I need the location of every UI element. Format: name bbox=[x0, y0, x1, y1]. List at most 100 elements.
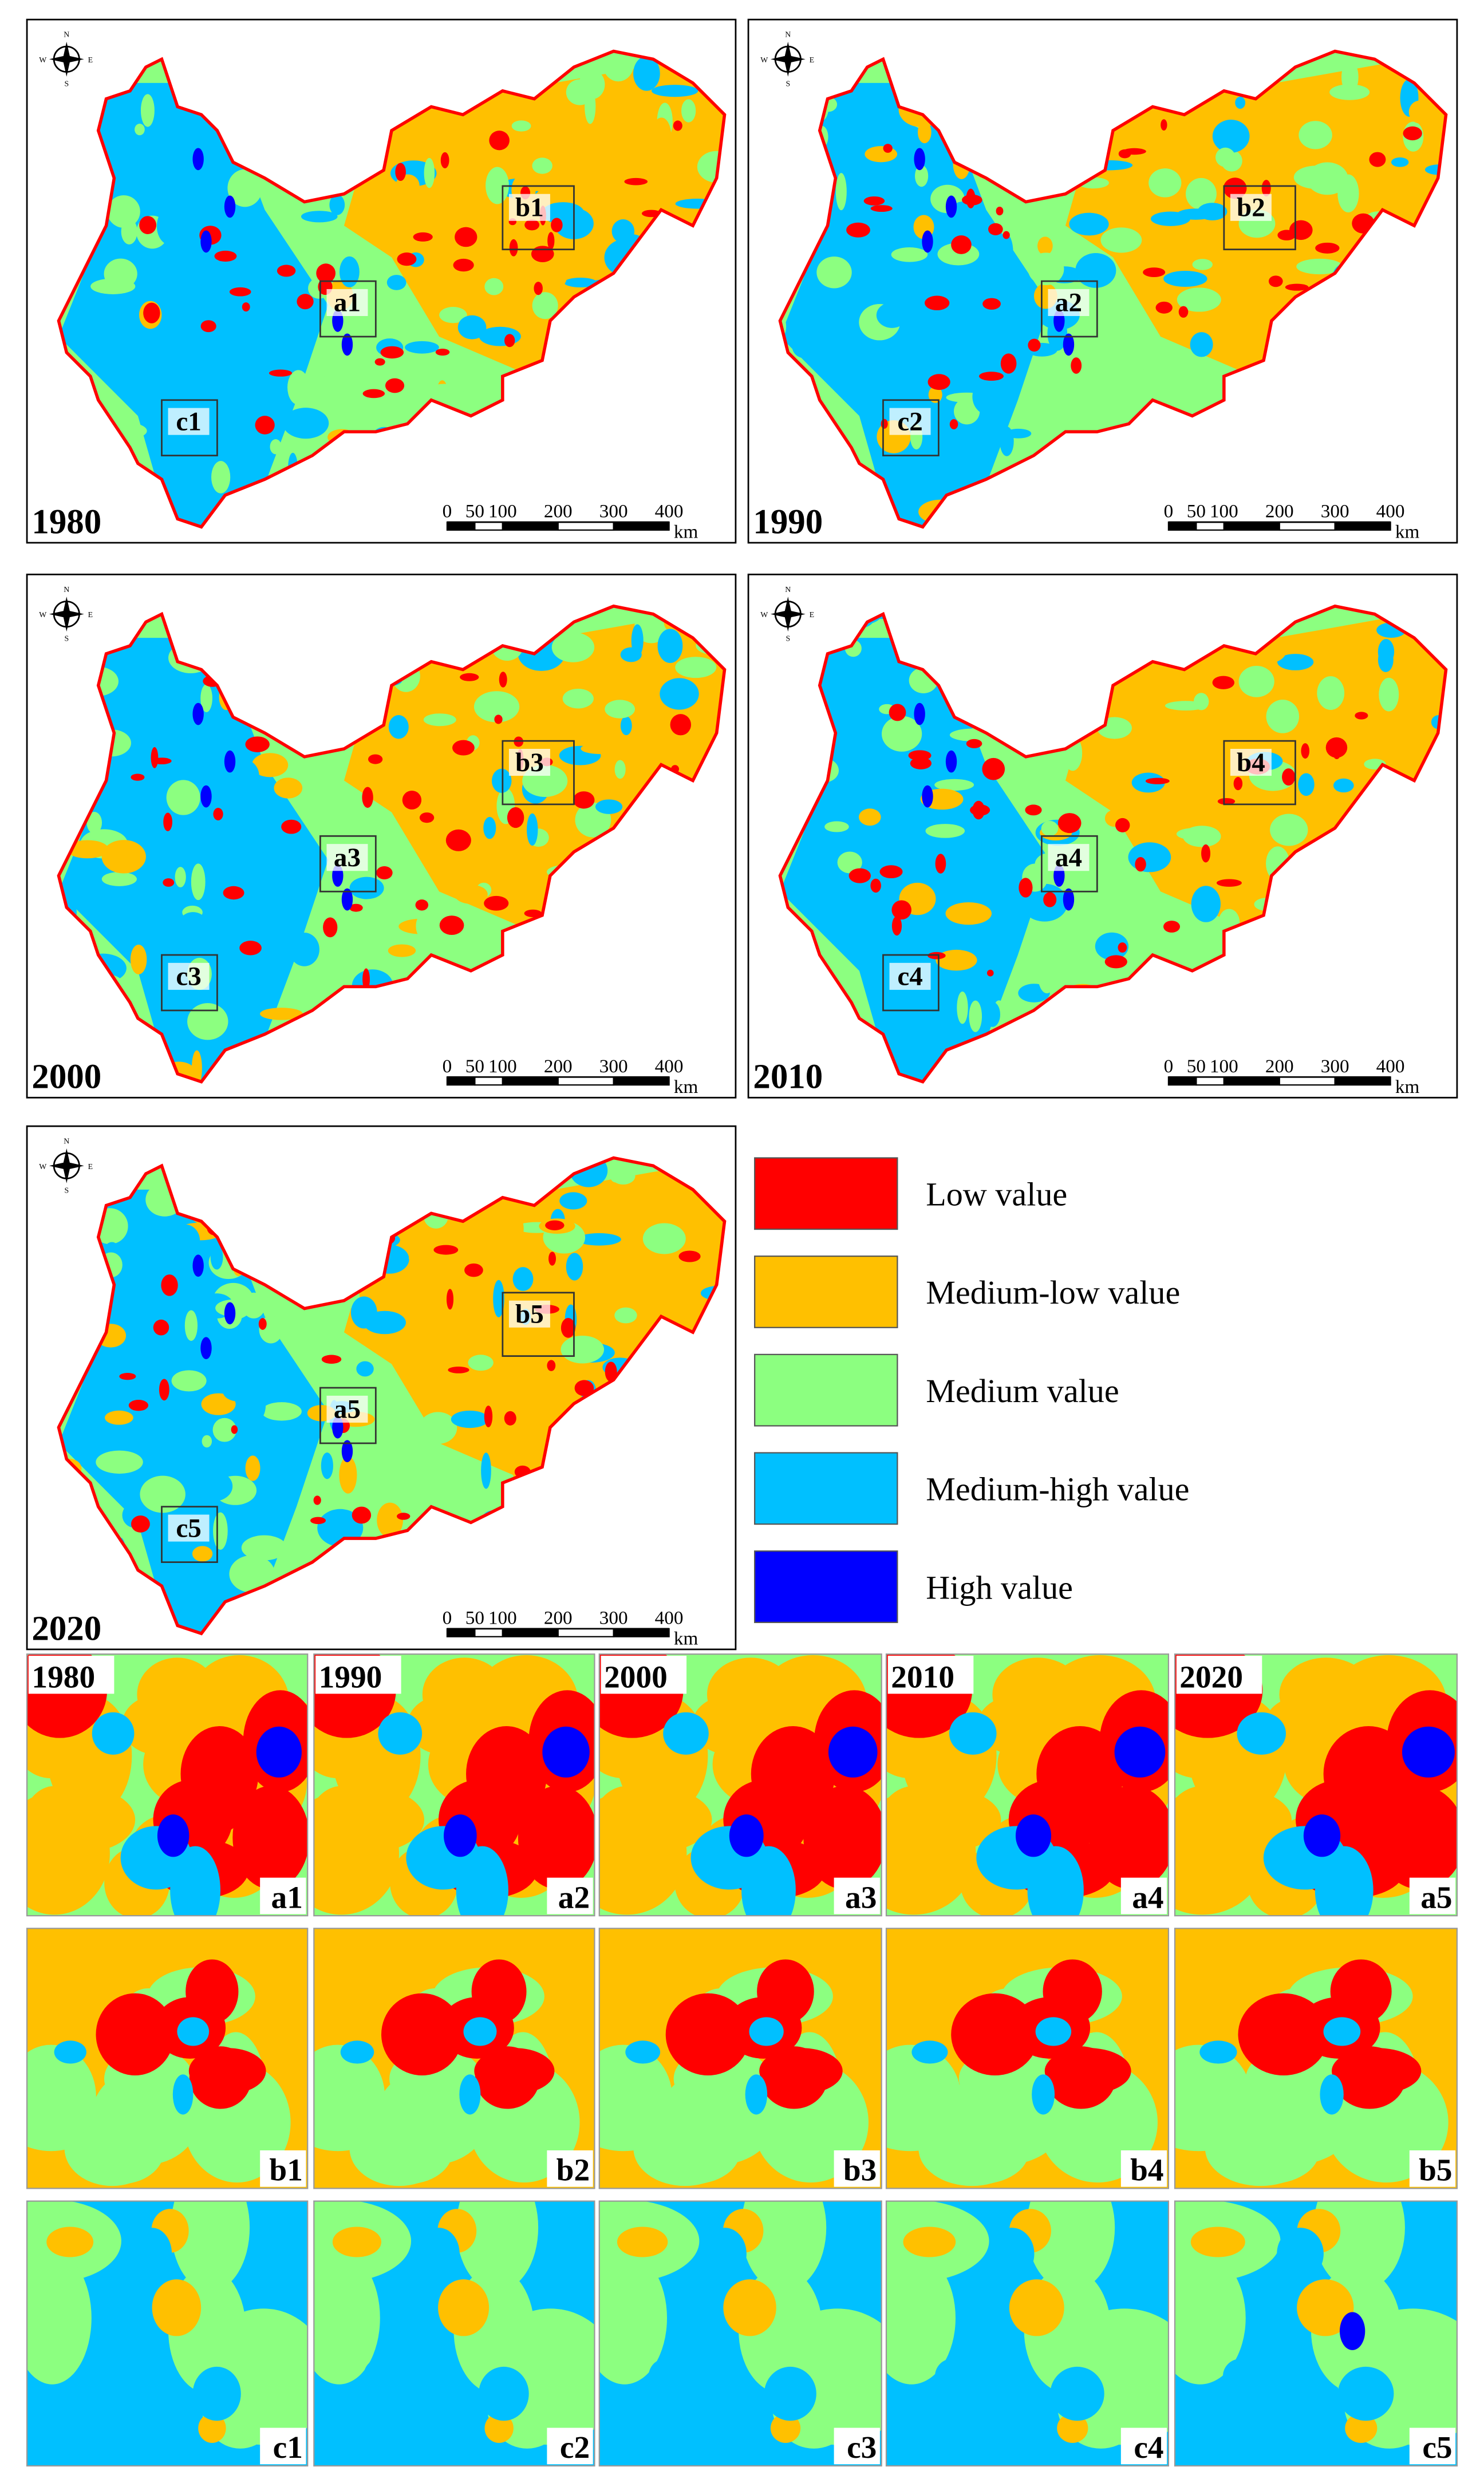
zoom-patch bbox=[332, 2227, 382, 2257]
zoom-patch bbox=[749, 2017, 784, 2046]
low-patch bbox=[891, 916, 902, 936]
compass: N S W E bbox=[39, 30, 93, 88]
low-patch bbox=[445, 829, 471, 851]
region-box bbox=[502, 1292, 575, 1357]
patch bbox=[439, 307, 467, 323]
patch bbox=[1317, 676, 1345, 710]
region-label-bg bbox=[168, 962, 210, 990]
patch bbox=[862, 751, 887, 768]
patch bbox=[511, 120, 531, 132]
patch bbox=[175, 867, 186, 887]
low-patch bbox=[935, 854, 946, 874]
patch bbox=[824, 821, 849, 832]
patch bbox=[954, 398, 980, 425]
low-patch bbox=[881, 419, 888, 429]
zoom-patch bbox=[364, 2358, 396, 2394]
scale-segment bbox=[613, 1076, 670, 1086]
zoom-border bbox=[885, 1653, 1170, 1917]
high-patch bbox=[945, 750, 957, 773]
compass-letter: N bbox=[64, 585, 69, 594]
zoom-patch bbox=[456, 1846, 508, 1916]
patch bbox=[202, 1435, 212, 1448]
low-patch bbox=[255, 416, 275, 435]
patch bbox=[915, 165, 929, 187]
patch bbox=[229, 1555, 275, 1593]
zoom-panel bbox=[27, 1928, 308, 2189]
patch bbox=[1186, 177, 1217, 210]
patch bbox=[484, 278, 504, 295]
zoom-patch bbox=[1323, 2017, 1361, 2046]
patch bbox=[675, 657, 717, 678]
region-box bbox=[502, 185, 575, 251]
zoom-label: a1 bbox=[271, 1880, 303, 1914]
legend-swatch bbox=[754, 1550, 898, 1623]
region-label: b2 bbox=[1237, 193, 1265, 223]
scale-segment bbox=[1278, 521, 1336, 531]
scale-segment bbox=[502, 1076, 559, 1086]
zoom-patch bbox=[189, 2046, 252, 2109]
zoom-label-bg bbox=[1120, 2427, 1167, 2465]
low-patch bbox=[374, 358, 385, 366]
scale-segment bbox=[1167, 521, 1197, 531]
patch bbox=[651, 85, 698, 97]
scale-segment bbox=[1167, 1076, 1197, 1086]
low-patch bbox=[1043, 892, 1057, 907]
low-patch bbox=[1233, 777, 1243, 791]
low-patch bbox=[310, 1517, 326, 1525]
low-patch bbox=[494, 714, 503, 724]
patch bbox=[1193, 693, 1209, 710]
low-patch bbox=[499, 672, 507, 688]
low-patch bbox=[966, 739, 982, 748]
patch bbox=[835, 173, 847, 211]
patch bbox=[280, 302, 305, 325]
patch bbox=[479, 326, 521, 346]
patch bbox=[377, 1502, 403, 1538]
patch bbox=[936, 949, 977, 971]
patch bbox=[1191, 886, 1221, 922]
patch bbox=[1152, 235, 1162, 245]
scale-segment bbox=[1334, 521, 1391, 531]
low-patch bbox=[504, 334, 515, 348]
zoom-panel bbox=[599, 1654, 882, 1916]
low-patch bbox=[561, 1318, 575, 1338]
legend-swatch bbox=[754, 1157, 898, 1230]
patch bbox=[473, 691, 520, 723]
low-patch bbox=[1217, 798, 1236, 805]
low-patch bbox=[1000, 353, 1017, 374]
compass-letter: S bbox=[786, 634, 790, 643]
scale-tick-label: 300 bbox=[1321, 1056, 1349, 1077]
patch bbox=[614, 1307, 637, 1324]
zoom-patch bbox=[340, 2040, 374, 2064]
patch bbox=[191, 1050, 202, 1082]
patch bbox=[581, 743, 620, 755]
patch bbox=[1037, 236, 1053, 255]
low-patch bbox=[1223, 177, 1247, 199]
patch bbox=[493, 1280, 504, 1317]
zoom-label-bg bbox=[834, 2150, 880, 2187]
high-patch bbox=[200, 230, 212, 253]
patch bbox=[200, 684, 212, 712]
patch bbox=[192, 1546, 213, 1562]
patch bbox=[966, 329, 982, 346]
patch bbox=[945, 902, 992, 925]
zoom-patch bbox=[665, 1993, 751, 2076]
patch bbox=[96, 1450, 143, 1474]
patch bbox=[101, 840, 146, 874]
zoom-patch bbox=[741, 2201, 827, 2291]
patch bbox=[177, 912, 209, 944]
patch bbox=[86, 812, 102, 834]
low-patch bbox=[242, 302, 250, 312]
zoom-patch bbox=[1279, 1657, 1374, 1732]
low-patch bbox=[152, 757, 172, 765]
patch bbox=[245, 1455, 261, 1481]
patch bbox=[289, 932, 319, 966]
zoom-panel bbox=[886, 1654, 1169, 1916]
zoom-panel bbox=[1175, 1928, 1457, 2189]
zoom-label: a2 bbox=[558, 1880, 590, 1914]
patch bbox=[1235, 96, 1246, 109]
patch bbox=[1170, 392, 1199, 409]
zoom-patch bbox=[1237, 1712, 1286, 1755]
patch bbox=[213, 1512, 228, 1550]
compass-letter: S bbox=[64, 634, 69, 643]
